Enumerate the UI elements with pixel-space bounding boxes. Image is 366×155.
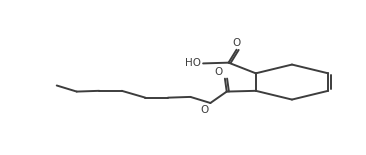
Text: O: O (215, 67, 223, 77)
Text: O: O (232, 38, 241, 48)
Text: HO: HO (185, 58, 201, 68)
Text: O: O (200, 104, 209, 115)
